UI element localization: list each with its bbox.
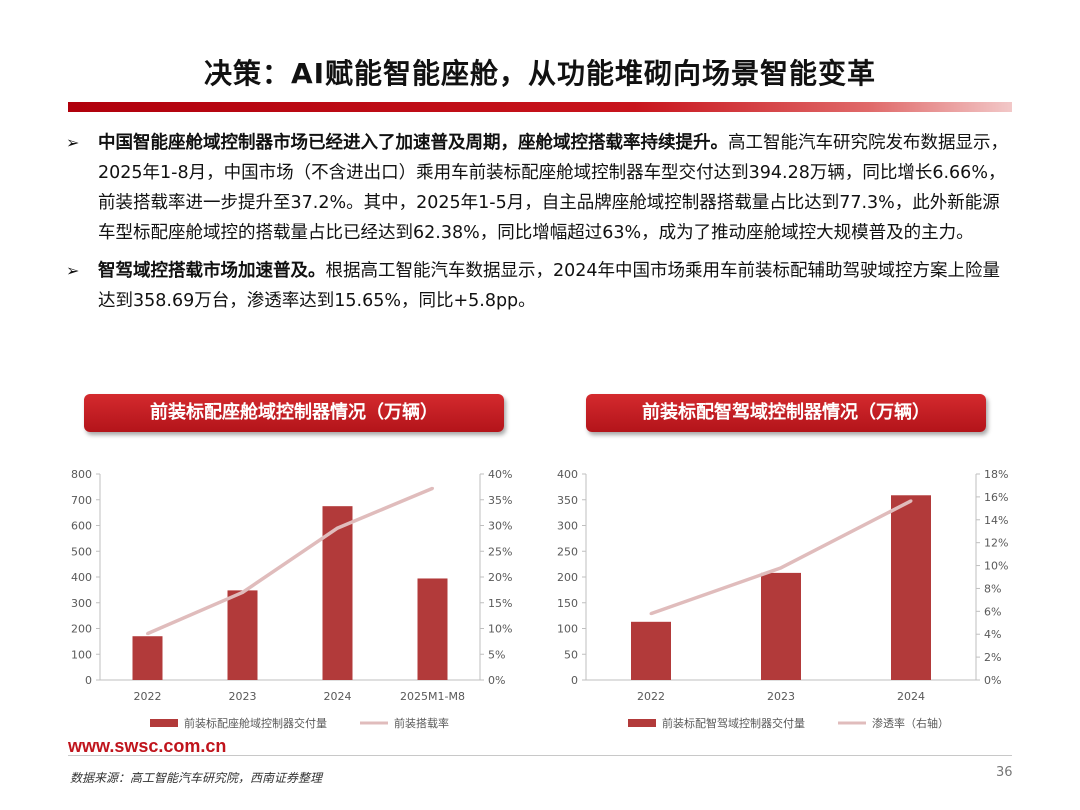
bullet-2-text: 根据高工智能汽车数据显示，2024年中国市场乘用车前装标配辅助驾驶域控方案上险量…	[98, 261, 1001, 311]
y-tick-left-label: 300	[557, 520, 578, 533]
adas-controller-chart: 400 350 300 250 200 150 100 50 0 18% 16% 14% 12% 10% 8…	[557, 468, 1008, 730]
line-point-2025M1-M8	[431, 486, 434, 490]
y-tick-right-label: 30%	[488, 520, 512, 533]
x-tick-label: 2024	[324, 690, 352, 703]
line-point-2024	[909, 499, 913, 503]
bullet-item-1: ➢ 中国智能座舱域控制器市场已经进入了加速普及周期，座舱域控搭载率持续提升。高工…	[66, 128, 1016, 248]
y-tick-left-label: 600	[71, 520, 92, 533]
y-tick-left-label: 200	[557, 571, 578, 584]
y-tick-left-label: 800	[71, 468, 92, 481]
bar-2025M1-M8	[417, 578, 448, 680]
y-tick-right-label: 8%	[984, 582, 1001, 595]
bullet-2-bold: 智驾域控搭载市场加速普及。	[98, 261, 326, 281]
y-tick-right-label: 0%	[488, 674, 505, 687]
bar-2023	[227, 590, 258, 680]
bullet-item-2: ➢ 智驾域控搭载市场加速普及。根据高工智能汽车数据显示，2024年中国市场乘用车…	[66, 256, 1016, 316]
bar-2023	[761, 572, 801, 680]
y-tick-left-label: 700	[71, 494, 92, 507]
y-tick-left-label: 350	[557, 494, 578, 507]
bullet-arrow-icon: ➢	[66, 261, 80, 280]
bar-2024	[322, 506, 353, 680]
y-tick-right-label: 25%	[488, 545, 512, 558]
chart1-title: 前装标配座舱域控制器情况（万辆）	[84, 394, 504, 432]
legend-bar-swatch	[150, 719, 178, 727]
y-tick-right-label: 6%	[984, 605, 1001, 618]
y-tick-right-label: 12%	[984, 537, 1008, 550]
y-tick-right-label: 10%	[984, 560, 1008, 573]
y-tick-right-label: 0%	[984, 674, 1001, 687]
y-tick-left-label: 100	[71, 648, 92, 661]
bar-2024	[891, 495, 931, 680]
y-tick-left-label: 250	[557, 545, 578, 558]
data-source: 数据来源：高工智能汽车研究院，西南证券整理	[70, 771, 323, 785]
title-underline	[68, 102, 1012, 112]
x-tick-label: 2023	[229, 690, 257, 703]
legend-line-label: 前装搭载率	[394, 716, 449, 730]
line-point-2022	[649, 612, 653, 616]
cockpit-controller-chart: 800 700 600 500 400 300 200 100 0 40% 35% 30% 25% 20%…	[71, 468, 512, 730]
y-tick-left-label: 300	[71, 597, 92, 610]
x-tick-label: 2022	[637, 690, 665, 703]
legend-bar-swatch	[628, 719, 656, 727]
y-tick-right-label: 2%	[984, 651, 1001, 664]
website-url: www.swsc.com.cn	[68, 736, 227, 756]
y-tick-right-label: 5%	[488, 648, 505, 661]
y-tick-right-label: 40%	[488, 468, 512, 481]
y-tick-right-label: 20%	[488, 571, 512, 584]
y-tick-right-label: 4%	[984, 628, 1001, 641]
y-tick-left-label: 0	[571, 674, 578, 687]
line-point-2023	[779, 566, 783, 570]
line-point-2023	[241, 590, 244, 594]
series-line-rate	[146, 486, 434, 636]
y-tick-left-label: 400	[557, 468, 578, 481]
x-tick-label: 2022	[134, 690, 162, 703]
chart2-title: 前装标配智驾域控制器情况（万辆）	[586, 394, 986, 432]
y-tick-right-label: 35%	[488, 494, 512, 507]
y-tick-right-label: 10%	[488, 623, 512, 636]
line-point-2024	[336, 526, 339, 530]
legend-line-label: 渗透率（右轴）	[872, 716, 949, 730]
y-tick-left-label: 100	[557, 623, 578, 636]
y-tick-right-label: 15%	[488, 597, 512, 610]
bar-2022	[631, 621, 671, 680]
page-number: 36	[996, 765, 1013, 780]
y-tick-left-label: 0	[85, 674, 92, 687]
y-tick-right-label: 16%	[984, 491, 1008, 504]
x-tick-label: 2025M1-M8	[400, 690, 465, 703]
bullet-1-bold: 中国智能座舱域控制器市场已经进入了加速普及周期，座舱域控搭载率持续提升。	[98, 133, 728, 153]
footer-divider	[68, 755, 1012, 756]
y-tick-right-label: 18%	[984, 468, 1008, 481]
bullet-arrow-icon: ➢	[66, 133, 80, 152]
legend-bar-label: 前装标配座舱域控制器交付量	[184, 716, 327, 730]
legend-bar-label: 前装标配智驾域控制器交付量	[662, 716, 805, 730]
page-title: 决策：AI赋能智能座舱，从功能堆砌向场景智能变革	[203, 57, 877, 90]
y-tick-right-label: 14%	[984, 514, 1008, 527]
y-tick-left-label: 200	[71, 623, 92, 636]
x-tick-label: 2023	[767, 690, 795, 703]
bullet-list: ➢ 中国智能座舱域控制器市场已经进入了加速普及周期，座舱域控搭载率持续提升。高工…	[66, 128, 1016, 324]
y-tick-left-label: 50	[564, 648, 578, 661]
bullet-1-text: 高工智能汽车研究院发布数据显示，2025年1-8月，中国市场（不含进出口）乘用车…	[98, 133, 1008, 243]
y-tick-left-label: 400	[71, 571, 92, 584]
bar-2022	[132, 636, 163, 680]
y-tick-left-label: 500	[71, 545, 92, 558]
y-tick-left-label: 150	[557, 597, 578, 610]
line-point-2022	[146, 632, 149, 636]
x-tick-label: 2024	[897, 690, 925, 703]
